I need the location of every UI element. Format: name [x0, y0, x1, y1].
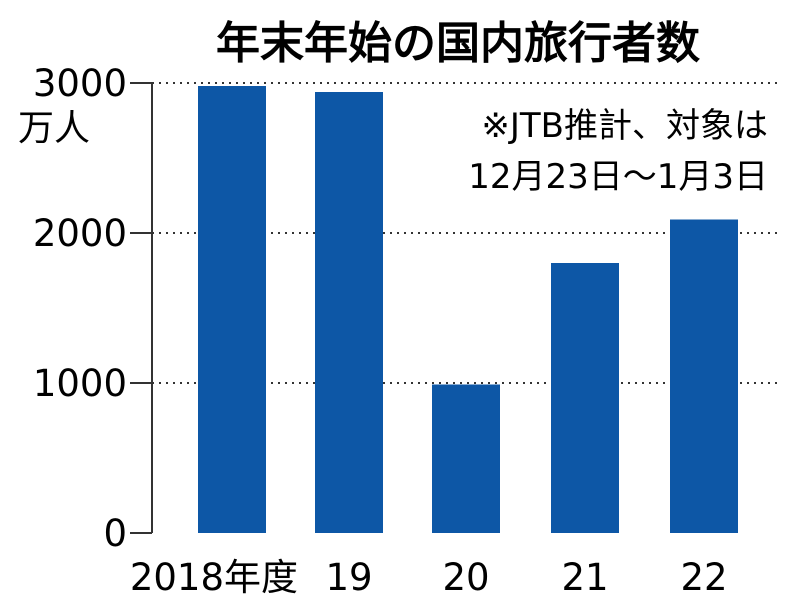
x-tick-label: 2018年度: [130, 556, 298, 599]
bars: [198, 86, 738, 533]
y-axis: [130, 82, 153, 534]
annotation-line-2: 12月23日～1月3日: [468, 157, 768, 197]
y-tick-label: 2000: [33, 212, 127, 255]
x-tick-labels: 2018年度 19 20 21 22: [130, 556, 728, 599]
annotation-line-1: ※JTB推計、対象は: [481, 106, 768, 146]
bar: [670, 219, 738, 533]
y-tick-label: 0: [103, 512, 127, 555]
bar: [432, 384, 500, 533]
y-tick-label: 3000: [33, 62, 127, 105]
x-tick-label: 22: [680, 556, 727, 599]
bar: [551, 263, 619, 533]
x-tick-label: 19: [325, 556, 372, 599]
x-tick-label: 21: [561, 556, 608, 599]
y-tick-label: 1000: [33, 362, 127, 405]
y-axis-unit: 万人: [18, 108, 90, 149]
bar: [198, 86, 266, 533]
bar: [315, 92, 383, 533]
chart-title: 年末年始の国内旅行者数: [216, 18, 700, 69]
x-tick-label: 20: [442, 556, 489, 599]
y-tick-labels: 0 1000 2000 3000: [33, 62, 127, 555]
